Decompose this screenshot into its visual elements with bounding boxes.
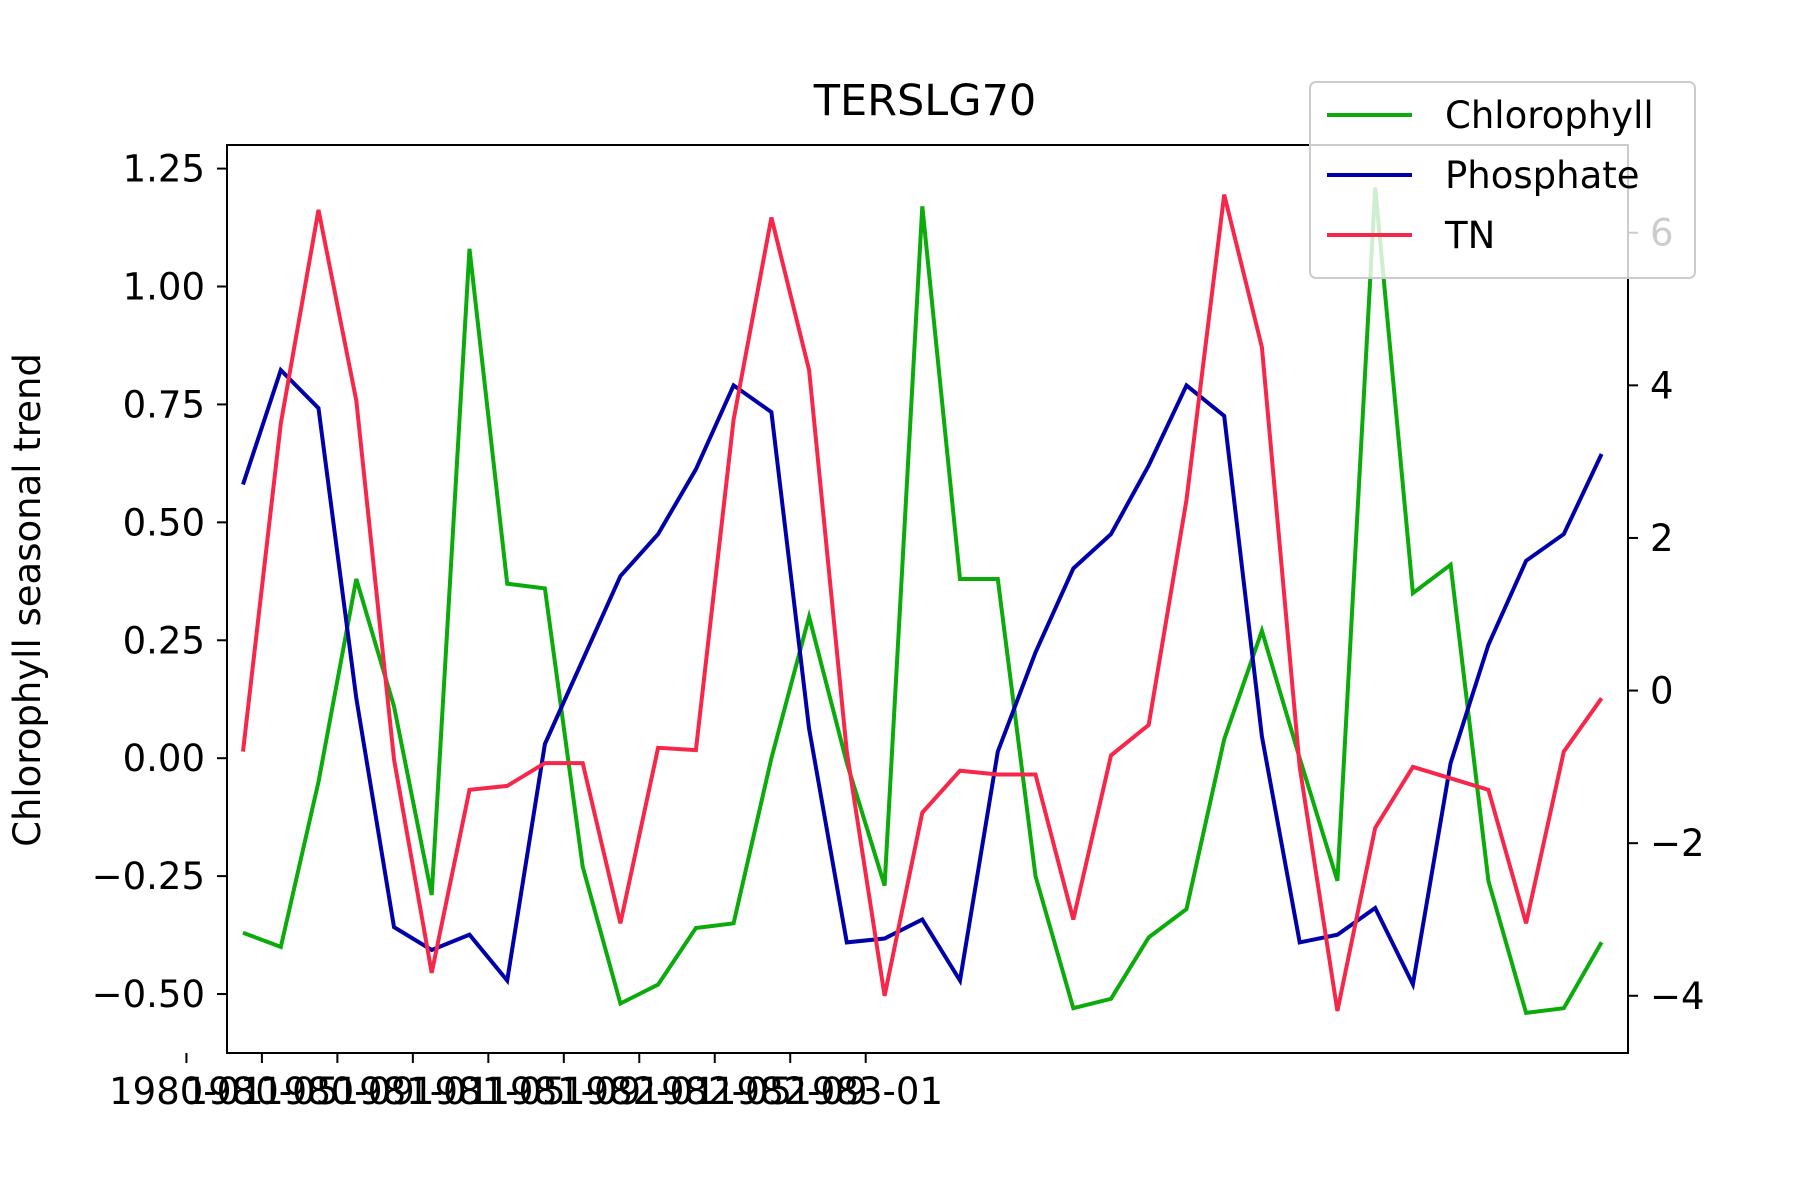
series-line-phosphate: [241, 366, 1604, 991]
x-tick-label: 1983-01: [788, 1070, 943, 1113]
x-tick-label: 1982-09: [713, 1070, 868, 1113]
x-tick-label: 1981-05: [411, 1070, 566, 1113]
series-line-tn: [241, 194, 1604, 1012]
y-right-tick-label: −2: [1650, 822, 1705, 865]
y-left-tick-label: 1.00: [123, 266, 205, 309]
plot-layer: [241, 187, 1604, 1016]
legend-label-phosphate: Phosphate: [1445, 154, 1640, 197]
x-tick-label: 1981-01: [336, 1070, 491, 1113]
x-tick-label: 1982-05: [637, 1070, 792, 1113]
x-tick-label: 1980-05: [185, 1070, 340, 1113]
y-right-tick-label: 4: [1650, 364, 1674, 407]
y-left-tick-label: 0.25: [123, 619, 205, 662]
legend-label-tn: TN: [1444, 214, 1495, 257]
y-left-tick-label: −0.25: [92, 855, 205, 898]
x-tick-label: 1980-09: [260, 1070, 415, 1113]
legend-label-chlorophyll: Chlorophyll: [1445, 94, 1654, 137]
chart-title: TERSLG70: [813, 76, 1037, 126]
legend: Chlorophyll Phosphate TN: [1309, 81, 1696, 279]
axes-layer: −0.50 −0.25 0.00 0.25 0.50 0.75 1.00 1.25 −4 −2 0 2…: [92, 144, 1705, 1113]
y-right-tick-label: 0: [1650, 670, 1674, 713]
x-tick-label: 1981-09: [487, 1070, 642, 1113]
legend-box: [1309, 81, 1696, 279]
y-right-tick-label: 2: [1650, 517, 1674, 560]
y-right-tick-label: −4: [1650, 975, 1705, 1018]
y-axis-label-left: Chlorophyll seasonal trend: [6, 353, 49, 847]
y-left-tick-label: 0.00: [123, 737, 205, 780]
x-tick-label: 1982-01: [562, 1070, 717, 1113]
y-left-tick-label: 0.50: [123, 501, 205, 544]
y-left-tick-label: −0.50: [92, 973, 205, 1016]
series-line-chlorophyll: [242, 187, 1604, 1016]
y-left-tick-label: 1.25: [123, 148, 205, 191]
x-tick-label: 1980-01: [109, 1070, 264, 1113]
plot-frame: [226, 144, 1629, 1054]
y-left-tick-label: 0.75: [123, 383, 205, 426]
